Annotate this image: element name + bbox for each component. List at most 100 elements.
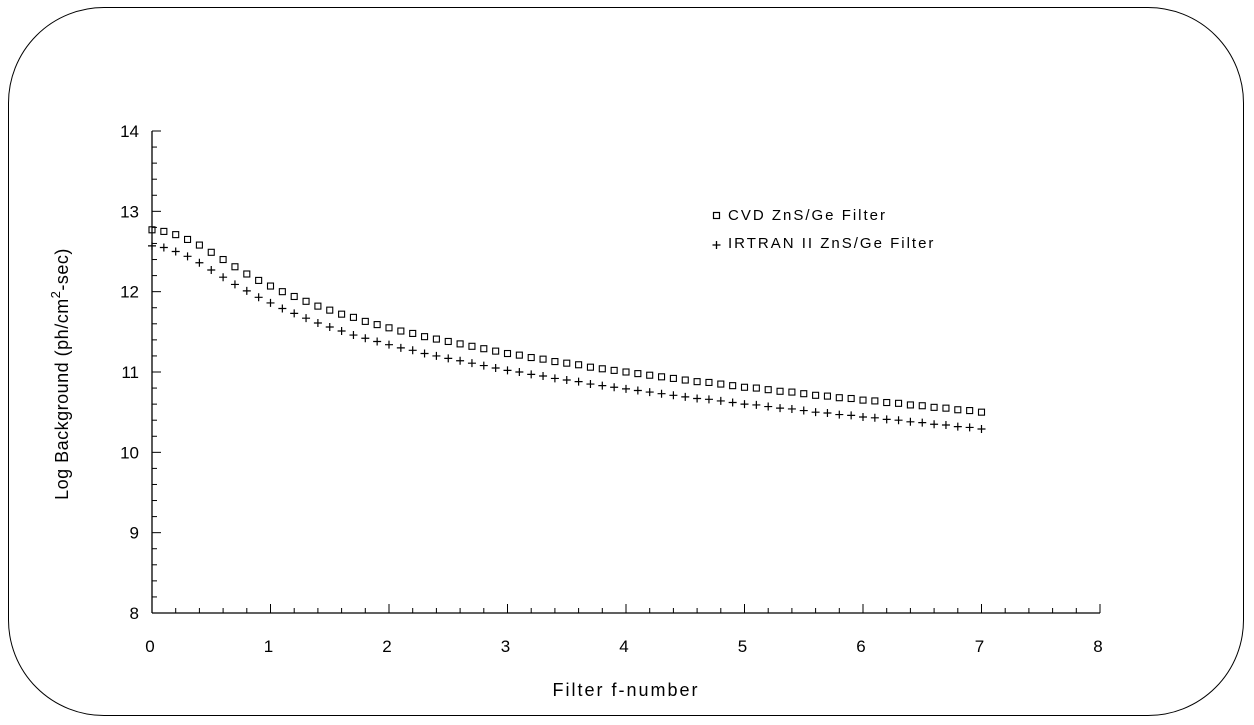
data-point-plus bbox=[302, 314, 311, 323]
data-point-square bbox=[338, 310, 346, 318]
data-point-square bbox=[432, 335, 440, 343]
data-point-plus bbox=[527, 370, 536, 379]
data-point-square bbox=[918, 402, 926, 410]
data-point-square bbox=[266, 282, 275, 290]
data-point-square bbox=[835, 394, 843, 402]
data-point-square bbox=[871, 397, 879, 405]
data-point-plus bbox=[645, 388, 654, 397]
data-point-square bbox=[219, 255, 227, 264]
data-point-square bbox=[859, 396, 867, 404]
data-point-plus bbox=[562, 376, 571, 385]
data-point-plus bbox=[586, 380, 595, 389]
data-point-plus bbox=[183, 252, 192, 261]
data-point-square bbox=[480, 345, 488, 353]
x-axis-label: Filter f-number bbox=[552, 680, 699, 700]
legend: CVD ZnS/Ge Filter IRTRAN II ZnS/Ge Filte… bbox=[712, 207, 933, 252]
data-point-plus bbox=[278, 304, 287, 313]
x-tick-label: 3 bbox=[501, 637, 510, 656]
data-point-plus bbox=[195, 258, 204, 267]
data-point-square bbox=[717, 380, 725, 388]
data-point-plus bbox=[977, 425, 986, 434]
data-point-square bbox=[373, 321, 381, 329]
data-point-square bbox=[610, 366, 618, 374]
data-point-square bbox=[456, 340, 464, 348]
data-point-square bbox=[231, 263, 239, 271]
data-point-square bbox=[302, 297, 310, 305]
data-point-square bbox=[764, 386, 772, 394]
data-point-square bbox=[527, 353, 535, 362]
data-point-square bbox=[669, 374, 677, 382]
data-point-square bbox=[290, 292, 298, 301]
data-point-plus bbox=[906, 417, 915, 426]
data-point-square bbox=[942, 404, 950, 412]
data-point-square bbox=[278, 288, 286, 296]
data-point-square bbox=[906, 401, 914, 409]
data-point-square bbox=[788, 388, 796, 396]
data-point-square bbox=[255, 276, 263, 284]
data-point-square bbox=[752, 384, 760, 392]
data-point-plus bbox=[882, 415, 891, 424]
data-point-plus bbox=[870, 413, 879, 422]
y-tick-label: 14 bbox=[120, 122, 139, 141]
data-point-square bbox=[195, 241, 203, 249]
data-point-square bbox=[148, 226, 156, 234]
data-point-square bbox=[503, 349, 512, 358]
data-point-square bbox=[539, 355, 547, 363]
data-point-square bbox=[515, 351, 523, 359]
data-point-plus bbox=[847, 411, 856, 420]
y-axis-label: Log Background (ph/cm2-sec) bbox=[48, 248, 72, 500]
data-point-square bbox=[634, 370, 642, 378]
data-point-plus bbox=[811, 408, 820, 417]
y-tick-label: 9 bbox=[130, 524, 139, 543]
data-point-plus bbox=[230, 280, 239, 289]
data-point-plus bbox=[953, 422, 962, 431]
legend-label-cvd: CVD ZnS/Ge Filter bbox=[728, 207, 887, 224]
data-point-square bbox=[420, 333, 429, 341]
data-point-square bbox=[385, 324, 393, 332]
x-tick-label: 7 bbox=[975, 637, 984, 656]
data-point-plus bbox=[313, 318, 322, 327]
data-point-square bbox=[681, 376, 689, 384]
data-point-square bbox=[349, 313, 358, 321]
data-point-plus bbox=[432, 351, 441, 360]
data-point-plus bbox=[894, 416, 903, 425]
data-point-square bbox=[966, 407, 974, 415]
data-point-square bbox=[705, 378, 713, 386]
x-tick-label: 4 bbox=[619, 637, 628, 656]
data-point-plus bbox=[622, 384, 630, 393]
y-tick-label: 12 bbox=[120, 283, 139, 302]
data-point-plus bbox=[219, 273, 228, 282]
data-point-plus bbox=[207, 265, 216, 274]
data-point-plus bbox=[859, 412, 867, 421]
data-point-plus bbox=[799, 406, 808, 415]
y-axis-label-superscript: 2 bbox=[48, 291, 63, 299]
data-point-plus bbox=[693, 394, 702, 403]
data-point-plus bbox=[776, 404, 785, 413]
data-point-plus bbox=[408, 346, 417, 355]
data-point-plus bbox=[444, 354, 453, 363]
data-point-square bbox=[894, 399, 903, 407]
data-point-square bbox=[563, 359, 571, 367]
data-point-plus bbox=[337, 327, 346, 336]
data-point-plus bbox=[385, 340, 393, 349]
data-point-plus bbox=[467, 359, 476, 368]
data-point-square bbox=[361, 317, 369, 325]
chart-frame bbox=[8, 7, 1244, 716]
legend-marker-square bbox=[712, 211, 721, 220]
legend-marker-plus bbox=[712, 241, 721, 249]
data-point-plus bbox=[657, 389, 666, 398]
data-point-square bbox=[326, 306, 334, 314]
data-point-square bbox=[551, 358, 559, 366]
data-point-plus bbox=[669, 391, 678, 400]
data-point-plus bbox=[242, 286, 251, 295]
y-tick-label: 10 bbox=[120, 443, 139, 462]
ticks bbox=[151, 130, 1101, 614]
data-point-square bbox=[586, 363, 595, 371]
x-tick-label: 5 bbox=[738, 637, 747, 656]
data-point-square bbox=[729, 382, 737, 390]
data-point-plus bbox=[503, 366, 512, 375]
data-point-square bbox=[847, 394, 855, 403]
data-point-plus bbox=[539, 372, 548, 381]
data-point-plus bbox=[835, 410, 844, 419]
